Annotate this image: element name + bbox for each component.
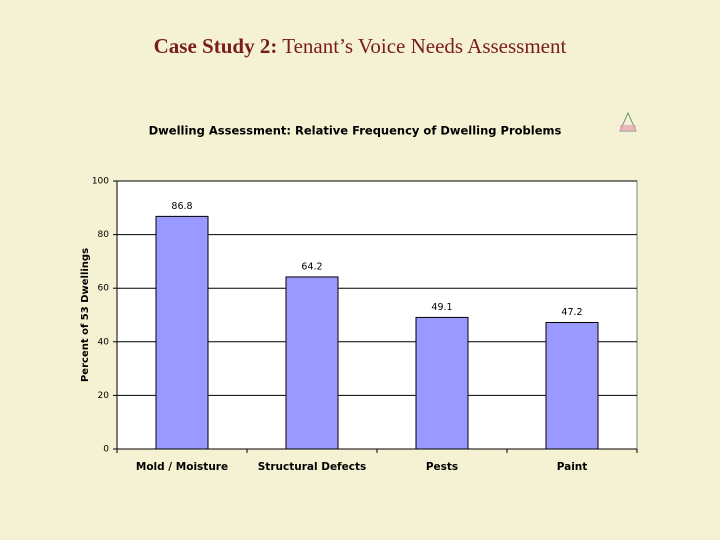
- slide-title: Case Study 2: Tenant’s Voice Needs Asses…: [154, 34, 567, 58]
- y-tick-label: 20: [98, 391, 110, 401]
- x-tick-label: Pests: [426, 461, 458, 473]
- value-label: 47.2: [561, 307, 582, 318]
- y-tick-label: 40: [98, 337, 110, 347]
- y-axis-label: Percent of 53 Dwellings: [80, 248, 91, 382]
- x-tick-label: Mold / Moisture: [136, 461, 228, 473]
- y-tick-label: 80: [98, 230, 110, 240]
- chart-title: Dwelling Assessment: Relative Frequency …: [149, 124, 562, 138]
- logo: [619, 111, 637, 132]
- y-tick-label: 100: [92, 177, 109, 187]
- bar: [285, 276, 339, 450]
- x-tick-label: Paint: [557, 461, 588, 473]
- y-tick-label: 0: [103, 445, 109, 455]
- y-tick-label: 60: [98, 284, 110, 294]
- bar: [545, 322, 599, 450]
- slide-title-rest: Tenant’s Voice Needs Assessment: [282, 34, 566, 58]
- value-label: 86.8: [171, 201, 192, 212]
- bar: [415, 316, 469, 450]
- slide-title-lead: Case Study 2:: [154, 34, 278, 58]
- value-label: 64.2: [301, 261, 322, 272]
- value-label: 49.1: [431, 302, 452, 313]
- bar: [155, 215, 209, 450]
- x-tick-label: Structural Defects: [258, 461, 367, 473]
